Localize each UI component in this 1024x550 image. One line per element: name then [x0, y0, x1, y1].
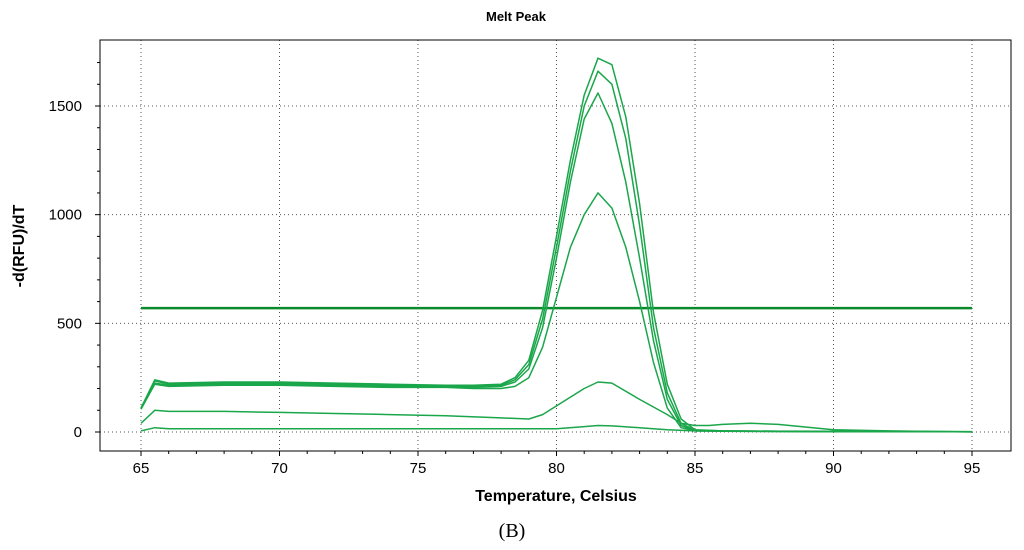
- x-axis-label: Temperature, Celsius: [475, 488, 637, 505]
- x-tick-label: 95: [964, 460, 981, 477]
- figure-caption: (B): [498, 520, 526, 542]
- y-tick-label: 0: [74, 424, 82, 441]
- x-tick-label: 70: [271, 460, 288, 477]
- y-tick-label: 1500: [49, 98, 82, 115]
- plot-frame: [99, 39, 1012, 452]
- y-tick-label: 500: [57, 315, 82, 332]
- x-tick-label: 80: [548, 460, 565, 477]
- melt-curve-5: [140, 381, 973, 433]
- x-tick-label: 85: [687, 460, 704, 477]
- y-tick-label: 1000: [49, 207, 82, 224]
- melt-curve-6: [140, 424, 973, 433]
- plot-background: [0, 0, 1024, 520]
- tick-layer: 65 70 75 80 85 90 95 0 500 1000 1500: [49, 62, 981, 477]
- x-tick-label: 75: [410, 460, 427, 477]
- y-axis-label: -d(RFU)/dT: [11, 204, 28, 287]
- series-layer: [140, 57, 973, 433]
- x-tick-label: 90: [825, 460, 842, 477]
- melt-peak-chart: Melt Peak 65 70 75 80 85 90 95 0 500 1000 1500 Tem…: [0, 0, 1024, 520]
- chart-title: Melt Peak: [486, 9, 547, 24]
- x-tick-label: 65: [133, 460, 150, 477]
- grid-layer: [100, 40, 1011, 451]
